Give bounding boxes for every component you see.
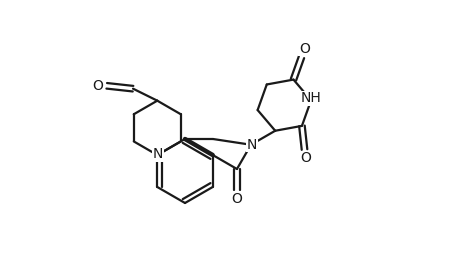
- Text: N: N: [153, 147, 164, 161]
- Text: O: O: [92, 79, 103, 93]
- Text: NH: NH: [301, 91, 322, 105]
- Text: N: N: [247, 138, 257, 152]
- Text: O: O: [299, 42, 310, 56]
- Text: O: O: [300, 152, 311, 166]
- Text: O: O: [231, 192, 242, 206]
